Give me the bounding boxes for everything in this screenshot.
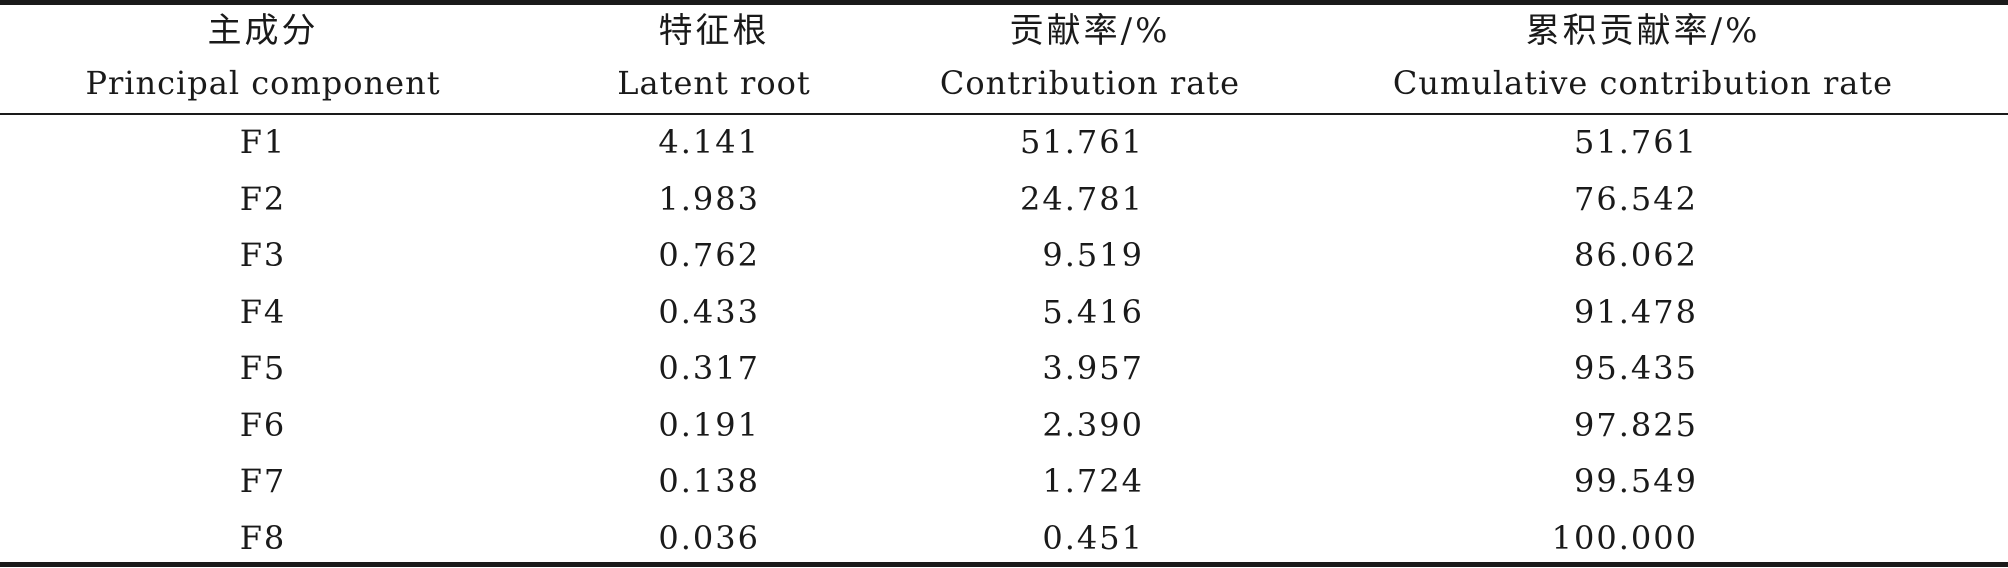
header-cumulative-contribution-rate-en: Cumulative contribution rate <box>1392 64 1894 102</box>
table-top-rule <box>0 0 2008 5</box>
table-row: F4 0.433 5.416 91.478 <box>0 285 2008 341</box>
cell-contribution-rate: 1.724 <box>1042 462 1144 500</box>
cell-cumulative-contribution-rate: 95.435 <box>1574 349 1698 387</box>
cell-latent-root: 0.036 <box>658 518 760 557</box>
table-row: F5 0.317 3.957 95.435 <box>0 341 2008 397</box>
cell-cumulative-contribution-rate: 100.000 <box>1551 518 1698 557</box>
cell-contribution-rate: 3.957 <box>1042 349 1144 387</box>
header-contribution-rate-zh: 贡献率/% <box>1009 11 1171 51</box>
table-row: F7 0.138 1.724 99.549 <box>0 454 2008 510</box>
cell-contribution-rate: 2.390 <box>1042 405 1144 444</box>
cell-cumulative-contribution-rate: 76.542 <box>1574 179 1698 218</box>
cell-cumulative-contribution-rate: 99.549 <box>1574 462 1698 500</box>
cell-component: F1 <box>239 123 287 161</box>
cell-component: F5 <box>239 349 287 387</box>
cell-cumulative-contribution-rate: 86.062 <box>1574 236 1698 274</box>
cell-contribution-rate: 51.761 <box>1020 123 1144 161</box>
cell-component: F2 <box>239 179 287 218</box>
header-latent-root-en: Latent root <box>617 64 811 102</box>
cell-contribution-rate: 5.416 <box>1042 292 1144 331</box>
table-row: F8 0.036 0.451 100.000 <box>0 511 2008 567</box>
cell-component: F6 <box>239 405 287 444</box>
cell-cumulative-contribution-rate: 51.761 <box>1574 123 1698 161</box>
cell-latent-root: 0.138 <box>658 462 760 500</box>
cell-latent-root: 4.141 <box>658 123 760 161</box>
cell-contribution-rate: 0.451 <box>1042 518 1144 557</box>
cell-latent-root: 0.762 <box>658 236 760 274</box>
cell-cumulative-contribution-rate: 91.478 <box>1574 292 1698 331</box>
cell-component: F4 <box>239 292 287 331</box>
cell-latent-root: 1.983 <box>658 179 760 218</box>
cell-latent-root: 0.433 <box>658 292 760 331</box>
cell-component: F3 <box>239 236 287 274</box>
header-latent-root-zh: 特征根 <box>658 11 770 51</box>
cell-contribution-rate: 9.519 <box>1042 236 1144 274</box>
header-contribution-rate-en: Contribution rate <box>939 64 1241 102</box>
table-row: F6 0.191 2.390 97.825 <box>0 398 2008 454</box>
cell-contribution-rate: 24.781 <box>1020 179 1144 218</box>
table-header-rule <box>0 113 2008 115</box>
cell-cumulative-contribution-rate: 97.825 <box>1574 405 1698 444</box>
header-principal-component-en: Principal component <box>85 64 441 102</box>
table-row: F1 4.141 51.761 51.761 <box>0 115 2008 171</box>
header-cumulative-contribution-rate-zh: 累积贡献率/% <box>1525 11 1761 51</box>
table-row: F3 0.762 9.519 86.062 <box>0 228 2008 284</box>
cell-latent-root: 0.191 <box>658 405 760 444</box>
table-bottom-rule <box>0 562 2008 567</box>
table-row: F2 1.983 24.781 76.542 <box>0 172 2008 228</box>
cell-component: F7 <box>239 462 287 500</box>
cell-component: F8 <box>239 518 287 557</box>
header-principal-component-zh: 主成分 <box>207 11 319 51</box>
cell-latent-root: 0.317 <box>658 349 760 387</box>
